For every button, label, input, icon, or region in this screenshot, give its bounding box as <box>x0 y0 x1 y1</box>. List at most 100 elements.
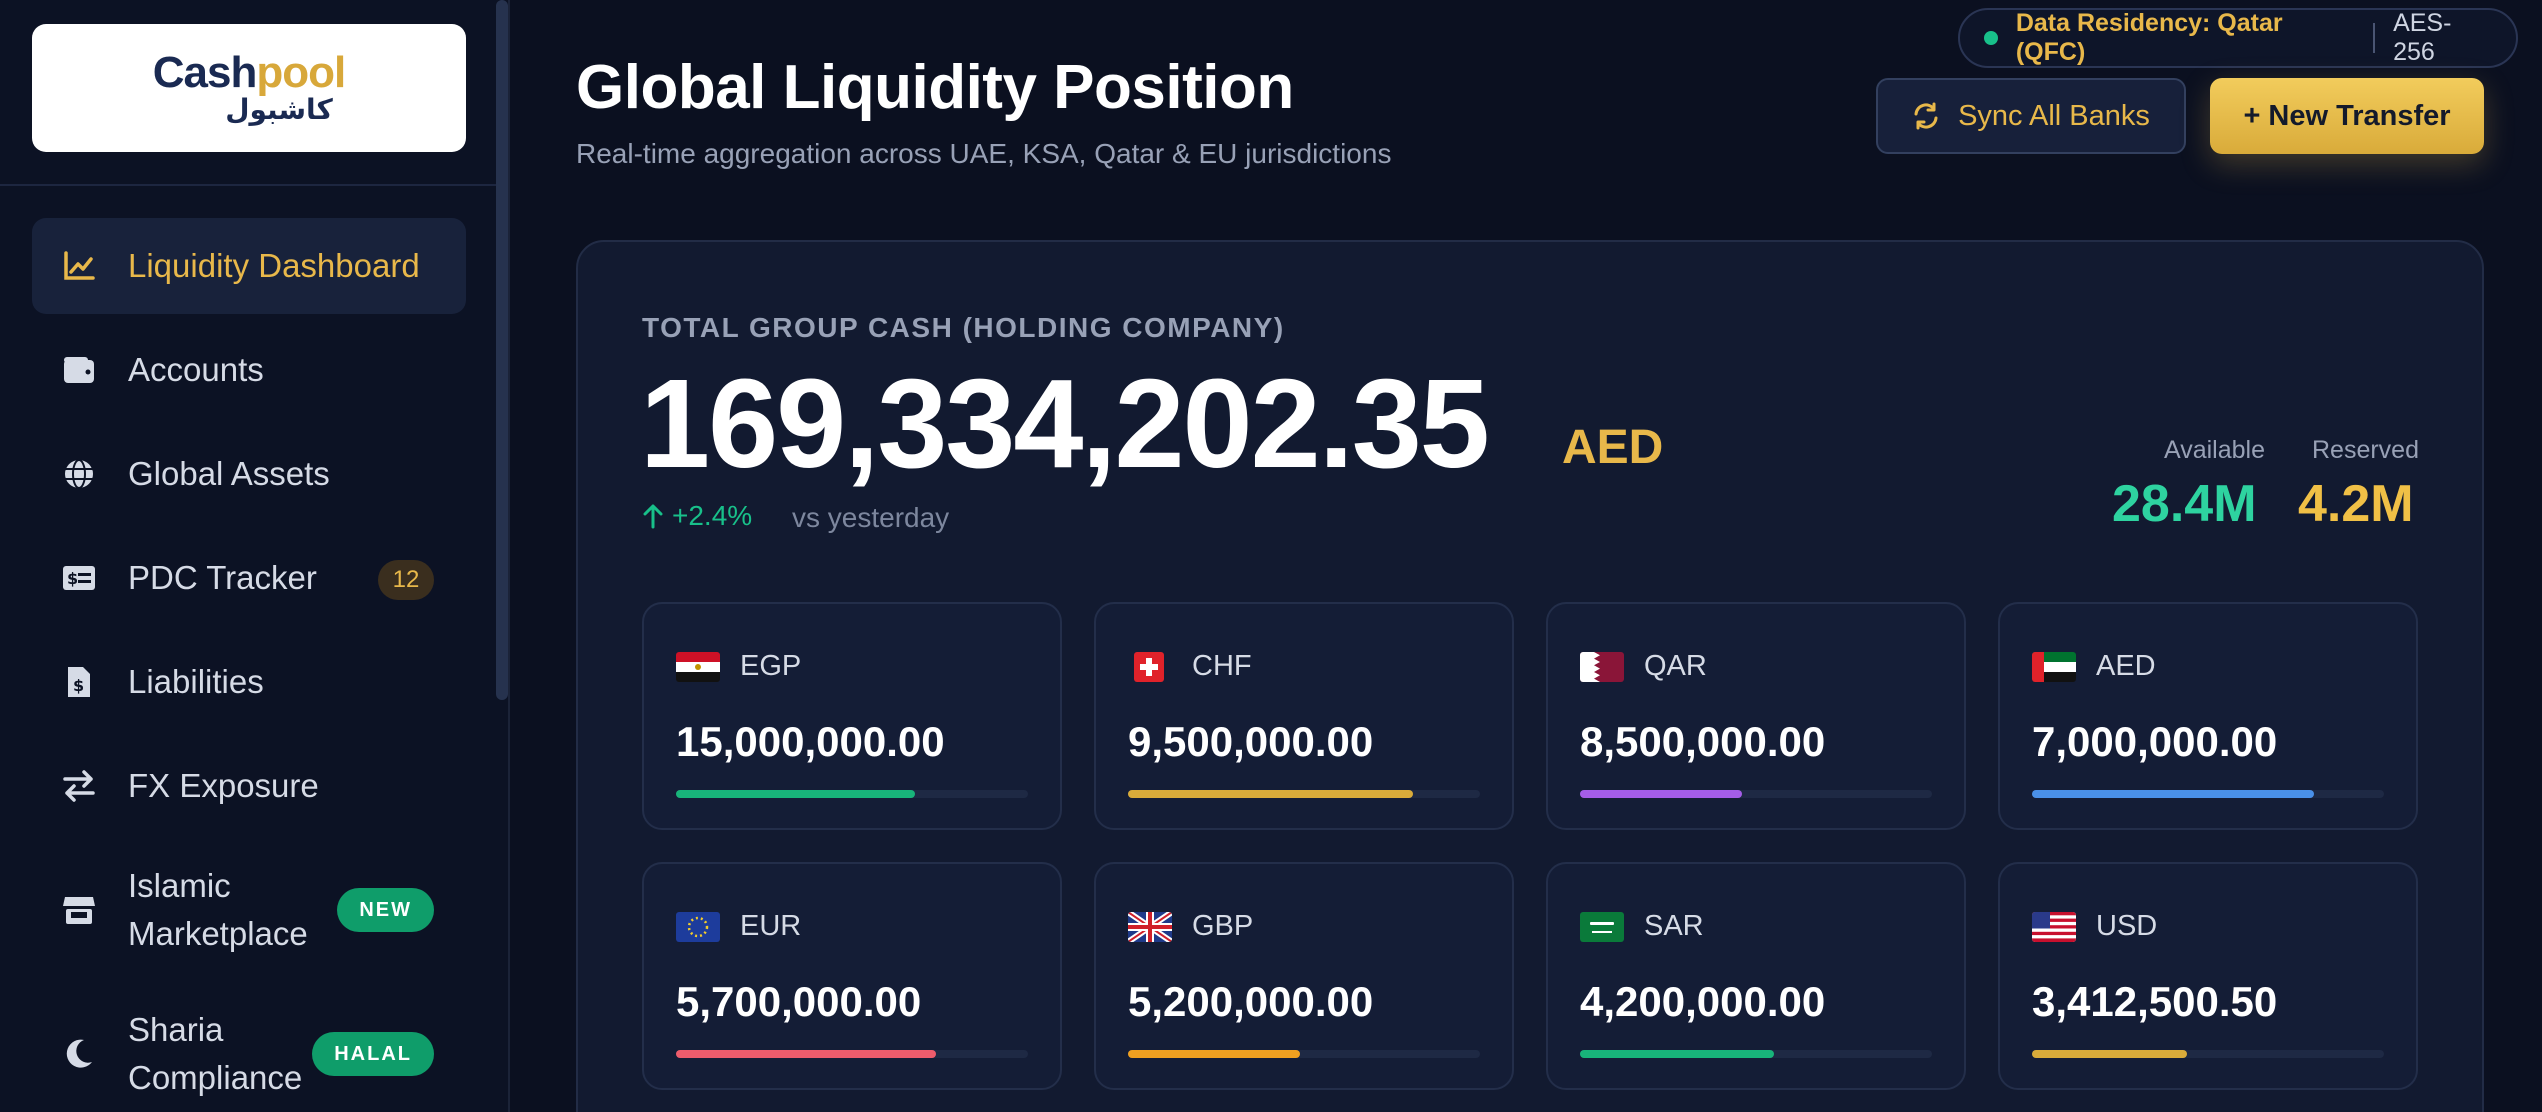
status-dot <box>1984 31 1998 45</box>
halal-badge: HALAL <box>312 1032 434 1076</box>
arrow-up-icon <box>643 504 663 529</box>
sync-icon <box>1912 102 1940 130</box>
svg-text:$: $ <box>73 676 84 695</box>
currency-code: USD <box>2096 910 2158 942</box>
uk-flag-icon <box>1128 912 1172 942</box>
total-cash-label: TOTAL GROUP CASH (HOLDING COMPANY) <box>642 312 1285 343</box>
chart-line-icon <box>62 249 96 283</box>
sidebar-item-label: Accounts <box>128 351 264 388</box>
currency-code: EUR <box>740 910 802 942</box>
share-bar-fill <box>1580 790 1742 798</box>
data-residency-badge: Data Residency: Qatar (QFC) AES-256 <box>1958 8 2518 68</box>
reserved-value: 4.2M <box>2298 475 2414 533</box>
currency-amount: 8,500,000.00 <box>1580 718 1826 765</box>
currency-card-usd[interactable]: USD 3,412,500.50 <box>1998 862 2418 1090</box>
saudi-flag-icon <box>1580 912 1624 942</box>
currency-code: QAR <box>1644 650 1707 682</box>
share-bar <box>1580 790 1932 798</box>
share-bar-fill <box>676 1050 937 1058</box>
sidebar-item-label: Islamic Marketplace <box>128 867 308 952</box>
currency-code: CHF <box>1192 650 1252 682</box>
currency-amount: 15,000,000.00 <box>676 718 945 765</box>
share-bar-fill <box>2032 790 2314 798</box>
svg-text:$: $ <box>67 569 78 588</box>
currency-card-egp[interactable]: EGP 15,000,000.00 <box>642 602 1062 830</box>
sidebar: Cashpool كاشبول Liquidity Dashboard Acco… <box>0 0 510 1112</box>
available-value: 28.4M <box>2112 475 2257 533</box>
sidebar-item-fx-exposure[interactable]: FX Exposure <box>32 738 466 834</box>
sidebar-item-label: Global Assets <box>128 455 330 492</box>
currency-card-chf[interactable]: CHF 9,500,000.00 <box>1094 602 1514 830</box>
currency-card-eur[interactable]: EUR 5,700,000.00 <box>642 862 1062 1090</box>
egypt-flag-icon <box>676 652 720 682</box>
share-bar <box>2032 1050 2384 1058</box>
logo-wordmark: Cashpool <box>152 48 346 97</box>
share-bar <box>1580 1050 1932 1058</box>
currency-amount: 7,000,000.00 <box>2032 718 2278 765</box>
currency-card-sar[interactable]: SAR 4,200,000.00 <box>1546 862 1966 1090</box>
residency-label: Data Residency: Qatar (QFC) <box>2015 9 2283 66</box>
sidebar-item-sharia-compliance[interactable]: Sharia Compliance HALAL <box>32 986 466 1112</box>
page-subtitle: Real-time aggregation across UAE, KSA, Q… <box>576 138 1392 169</box>
sidebar-nav: Liquidity Dashboard Accounts Global Asse… <box>32 218 466 1112</box>
new-badge: NEW <box>337 888 434 932</box>
sidebar-item-label: Liabilities <box>128 663 264 700</box>
share-bar-fill <box>1128 790 1414 798</box>
usa-flag-icon <box>2032 912 2076 942</box>
sidebar-item-global-assets[interactable]: Global Assets <box>32 426 466 522</box>
currency-code: EGP <box>740 650 802 682</box>
exchange-arrows-icon <box>62 769 96 803</box>
sidebar-scrollbar[interactable] <box>496 0 508 700</box>
page-title: Global Liquidity Position <box>576 53 1294 122</box>
wallet-icon <box>62 353 96 387</box>
encryption-label: AES-256 <box>2393 9 2452 66</box>
share-bar <box>676 1050 1028 1058</box>
currency-amount: 4,200,000.00 <box>1580 978 1826 1025</box>
sidebar-item-liabilities[interactable]: $ Liabilities <box>32 634 466 730</box>
pdc-count-badge: 12 <box>378 560 434 600</box>
share-bar <box>2032 790 2384 798</box>
sidebar-divider <box>0 184 496 186</box>
sidebar-item-label: Liquidity Dashboard <box>128 247 420 284</box>
switzerland-flag-icon <box>1134 652 1164 682</box>
sidebar-item-islamic-marketplace[interactable]: Islamic Marketplace NEW <box>32 842 466 978</box>
share-bar-fill <box>676 790 916 798</box>
residency-divider <box>2373 23 2376 53</box>
share-bar-fill <box>1128 1050 1301 1058</box>
reserved-label: Reserved <box>2312 436 2419 464</box>
share-bar <box>1128 1050 1480 1058</box>
sidebar-item-label: FX Exposure <box>128 767 319 804</box>
currency-card-aed[interactable]: AED 7,000,000.00 <box>1998 602 2418 830</box>
share-bar <box>676 790 1028 798</box>
comparison-label: vs yesterday <box>792 502 950 533</box>
liquidity-summary-panel: TOTAL GROUP CASH (HOLDING COMPANY) 169,3… <box>576 240 2484 1112</box>
store-icon <box>62 893 96 927</box>
uae-flag-icon <box>2032 652 2076 682</box>
currency-code: AED <box>2096 650 2156 682</box>
logo-arabic: كاشبول <box>225 93 333 126</box>
available-label: Available <box>2164 436 2266 464</box>
globe-icon <box>62 457 96 491</box>
currency-amount: 3,412,500.50 <box>2032 978 2278 1025</box>
currency-code: GBP <box>1192 910 1254 942</box>
sidebar-item-pdc-tracker[interactable]: $ PDC Tracker 12 <box>32 530 466 626</box>
currency-card-gbp[interactable]: GBP 5,200,000.00 <box>1094 862 1514 1090</box>
file-invoice-dollar-icon: $ <box>62 665 96 699</box>
currency-amount: 5,200,000.00 <box>1128 978 1374 1025</box>
new-transfer-button[interactable]: + New Transfer <box>2210 78 2484 154</box>
moon-icon <box>62 1037 96 1071</box>
logo[interactable]: Cashpool كاشبول <box>32 24 466 152</box>
currency-amount: 9,500,000.00 <box>1128 718 1374 765</box>
share-bar-fill <box>1580 1050 1774 1058</box>
currency-card-qar[interactable]: QAR 8,500,000.00 <box>1546 602 1966 830</box>
money-check-icon: $ <box>62 561 96 595</box>
sync-all-banks-button[interactable]: Sync All Banks <box>1876 78 2186 154</box>
currency-amount: 5,700,000.00 <box>676 978 922 1025</box>
daily-change: +2.4% <box>642 500 752 532</box>
share-bar-fill <box>2032 1050 2187 1058</box>
sidebar-item-liquidity-dashboard[interactable]: Liquidity Dashboard <box>32 218 466 314</box>
total-cash-currency: AED <box>1562 421 1664 474</box>
currency-code: SAR <box>1644 910 1704 942</box>
share-bar <box>1128 790 1480 798</box>
sidebar-item-accounts[interactable]: Accounts <box>32 322 466 418</box>
